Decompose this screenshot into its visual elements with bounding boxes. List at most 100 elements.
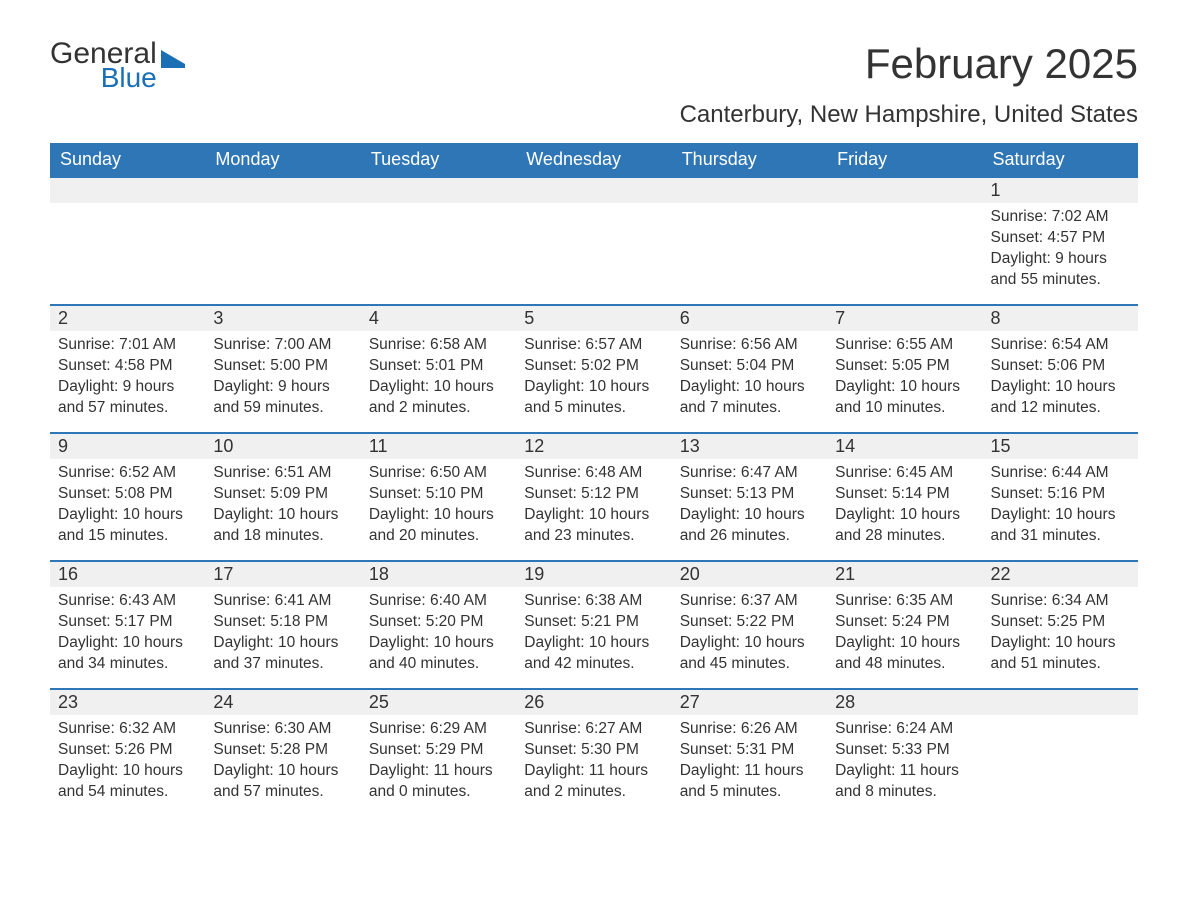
calendar-day-cell: 6Sunrise: 6:56 AMSunset: 5:04 PMDaylight… [672,304,827,432]
weekday-header-row: SundayMondayTuesdayWednesdayThursdayFrid… [50,143,1138,176]
daylight-line: Daylight: 10 hours and 34 minutes. [58,633,197,675]
calendar-day-cell: 10Sunrise: 6:51 AMSunset: 5:09 PMDayligh… [205,432,360,560]
sunset-line: Sunset: 5:28 PM [213,740,352,761]
sunrise-line: Sunrise: 6:45 AM [835,463,974,484]
daylight-line: Daylight: 10 hours and 7 minutes. [680,377,819,419]
sunset-line: Sunset: 5:05 PM [835,356,974,377]
sunset-line: Sunset: 4:58 PM [58,356,197,377]
calendar-empty-cell [361,176,516,304]
sunrise-line: Sunrise: 7:00 AM [213,335,352,356]
calendar-empty-cell [516,176,671,304]
calendar-day-cell: 12Sunrise: 6:48 AMSunset: 5:12 PMDayligh… [516,432,671,560]
sunset-line: Sunset: 5:08 PM [58,484,197,505]
daylight-line: Daylight: 9 hours and 55 minutes. [991,249,1130,291]
calendar-day-cell: 18Sunrise: 6:40 AMSunset: 5:20 PMDayligh… [361,560,516,688]
calendar-day-cell: 24Sunrise: 6:30 AMSunset: 5:28 PMDayligh… [205,688,360,816]
day-number-bar: 25 [361,688,516,715]
calendar-day-cell: 3Sunrise: 7:00 AMSunset: 5:00 PMDaylight… [205,304,360,432]
day-info: Sunrise: 6:43 AMSunset: 5:17 PMDaylight:… [50,587,205,681]
day-number-bar: 7 [827,304,982,331]
sunset-line: Sunset: 5:13 PM [680,484,819,505]
calendar-empty-cell [672,176,827,304]
calendar-day-cell: 9Sunrise: 6:52 AMSunset: 5:08 PMDaylight… [50,432,205,560]
calendar-day-cell: 8Sunrise: 6:54 AMSunset: 5:06 PMDaylight… [983,304,1138,432]
sunrise-line: Sunrise: 6:40 AM [369,591,508,612]
daylight-line: Daylight: 10 hours and 20 minutes. [369,505,508,547]
sunrise-line: Sunrise: 6:47 AM [680,463,819,484]
day-number-bar: 6 [672,304,827,331]
daylight-line: Daylight: 11 hours and 0 minutes. [369,761,508,803]
calendar-week-row: 16Sunrise: 6:43 AMSunset: 5:17 PMDayligh… [50,560,1138,688]
logo-line2: Blue [101,65,157,92]
sunset-line: Sunset: 5:01 PM [369,356,508,377]
calendar-empty-cell [827,176,982,304]
day-number-bar: 16 [50,560,205,587]
sunset-line: Sunset: 5:30 PM [524,740,663,761]
day-info: Sunrise: 6:50 AMSunset: 5:10 PMDaylight:… [361,459,516,553]
calendar-day-cell: 11Sunrise: 6:50 AMSunset: 5:10 PMDayligh… [361,432,516,560]
sunrise-line: Sunrise: 6:37 AM [680,591,819,612]
calendar-empty-cell [50,176,205,304]
daylight-line: Daylight: 10 hours and 42 minutes. [524,633,663,675]
day-info: Sunrise: 6:27 AMSunset: 5:30 PMDaylight:… [516,715,671,809]
logo-flag-icon [161,46,191,72]
daylight-line: Daylight: 10 hours and 40 minutes. [369,633,508,675]
sunrise-line: Sunrise: 6:55 AM [835,335,974,356]
sunrise-line: Sunrise: 6:32 AM [58,719,197,740]
daylight-line: Daylight: 10 hours and 57 minutes. [213,761,352,803]
day-number-bar: 26 [516,688,671,715]
calendar-day-cell: 4Sunrise: 6:58 AMSunset: 5:01 PMDaylight… [361,304,516,432]
day-info: Sunrise: 6:41 AMSunset: 5:18 PMDaylight:… [205,587,360,681]
sunrise-line: Sunrise: 6:29 AM [369,719,508,740]
calendar-empty-cell [983,688,1138,816]
sunrise-line: Sunrise: 7:01 AM [58,335,197,356]
calendar-day-cell: 28Sunrise: 6:24 AMSunset: 5:33 PMDayligh… [827,688,982,816]
sunset-line: Sunset: 5:12 PM [524,484,663,505]
calendar-day-cell: 20Sunrise: 6:37 AMSunset: 5:22 PMDayligh… [672,560,827,688]
day-number-bar: 18 [361,560,516,587]
sunset-line: Sunset: 5:33 PM [835,740,974,761]
sunset-line: Sunset: 5:29 PM [369,740,508,761]
day-info: Sunrise: 7:01 AMSunset: 4:58 PMDaylight:… [50,331,205,425]
day-number-bar: 12 [516,432,671,459]
day-info: Sunrise: 6:55 AMSunset: 5:05 PMDaylight:… [827,331,982,425]
sunset-line: Sunset: 5:21 PM [524,612,663,633]
sunrise-line: Sunrise: 6:50 AM [369,463,508,484]
sunrise-line: Sunrise: 6:44 AM [991,463,1130,484]
sunset-line: Sunset: 5:06 PM [991,356,1130,377]
header: General Blue February 2025 [50,40,1138,91]
day-number-bar: 22 [983,560,1138,587]
sunrise-line: Sunrise: 6:24 AM [835,719,974,740]
day-number-bar: 1 [983,176,1138,203]
sunrise-line: Sunrise: 6:58 AM [369,335,508,356]
sunrise-line: Sunrise: 6:52 AM [58,463,197,484]
day-info: Sunrise: 6:38 AMSunset: 5:21 PMDaylight:… [516,587,671,681]
calendar-day-cell: 23Sunrise: 6:32 AMSunset: 5:26 PMDayligh… [50,688,205,816]
day-number-bar: 14 [827,432,982,459]
sunrise-line: Sunrise: 6:56 AM [680,335,819,356]
day-number-bar: 3 [205,304,360,331]
day-number-bar [361,176,516,203]
day-info: Sunrise: 6:34 AMSunset: 5:25 PMDaylight:… [983,587,1138,681]
sunrise-line: Sunrise: 6:43 AM [58,591,197,612]
daylight-line: Daylight: 11 hours and 5 minutes. [680,761,819,803]
weekday-header: Thursday [672,143,827,176]
day-number-bar: 10 [205,432,360,459]
day-number-bar: 20 [672,560,827,587]
sunset-line: Sunset: 5:02 PM [524,356,663,377]
day-info: Sunrise: 6:58 AMSunset: 5:01 PMDaylight:… [361,331,516,425]
day-info: Sunrise: 6:24 AMSunset: 5:33 PMDaylight:… [827,715,982,809]
sunset-line: Sunset: 5:24 PM [835,612,974,633]
calendar-body: 1Sunrise: 7:02 AMSunset: 4:57 PMDaylight… [50,176,1138,816]
day-info: Sunrise: 6:29 AMSunset: 5:29 PMDaylight:… [361,715,516,809]
calendar-day-cell: 7Sunrise: 6:55 AMSunset: 5:05 PMDaylight… [827,304,982,432]
calendar-day-cell: 15Sunrise: 6:44 AMSunset: 5:16 PMDayligh… [983,432,1138,560]
weekday-header: Sunday [50,143,205,176]
day-info: Sunrise: 7:00 AMSunset: 5:00 PMDaylight:… [205,331,360,425]
calendar-week-row: 2Sunrise: 7:01 AMSunset: 4:58 PMDaylight… [50,304,1138,432]
day-info: Sunrise: 6:45 AMSunset: 5:14 PMDaylight:… [827,459,982,553]
day-info: Sunrise: 6:48 AMSunset: 5:12 PMDaylight:… [516,459,671,553]
day-number-bar: 21 [827,560,982,587]
day-info: Sunrise: 6:35 AMSunset: 5:24 PMDaylight:… [827,587,982,681]
day-info: Sunrise: 6:40 AMSunset: 5:20 PMDaylight:… [361,587,516,681]
